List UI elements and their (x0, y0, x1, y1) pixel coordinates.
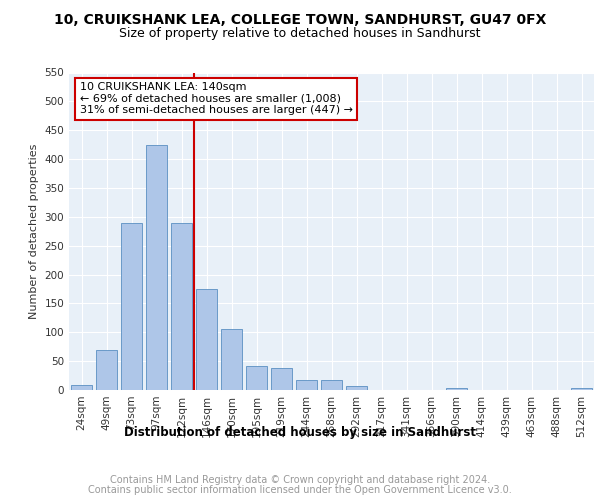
Text: 10 CRUIKSHANK LEA: 140sqm
← 69% of detached houses are smaller (1,008)
31% of se: 10 CRUIKSHANK LEA: 140sqm ← 69% of detac… (79, 82, 353, 115)
Bar (196, 289, 217, 390)
Text: 10, CRUIKSHANK LEA, COLLEGE TOWN, SANDHURST, GU47 0FX: 10, CRUIKSHANK LEA, COLLEGE TOWN, SANDHU… (54, 12, 546, 26)
Bar (146, 144, 167, 390)
Bar (321, 380, 342, 390)
Text: Distribution of detached houses by size in Sandhurst: Distribution of detached houses by size … (124, 426, 476, 439)
Bar (121, 222, 142, 390)
Y-axis label: Number of detached properties: Number of detached properties (29, 144, 39, 319)
Bar (71, 386, 92, 390)
Bar (271, 368, 292, 390)
Text: Size of property relative to detached houses in Sandhurst: Size of property relative to detached ho… (119, 28, 481, 40)
Bar (296, 380, 317, 390)
Bar (346, 386, 367, 390)
Bar (221, 330, 242, 390)
Bar (246, 366, 267, 390)
Text: Contains HM Land Registry data © Crown copyright and database right 2024.: Contains HM Land Registry data © Crown c… (110, 475, 490, 485)
Bar (96, 350, 117, 390)
Bar (571, 388, 592, 390)
Bar (446, 388, 467, 390)
Text: Contains public sector information licensed under the Open Government Licence v3: Contains public sector information licen… (88, 485, 512, 495)
Bar (171, 222, 192, 390)
